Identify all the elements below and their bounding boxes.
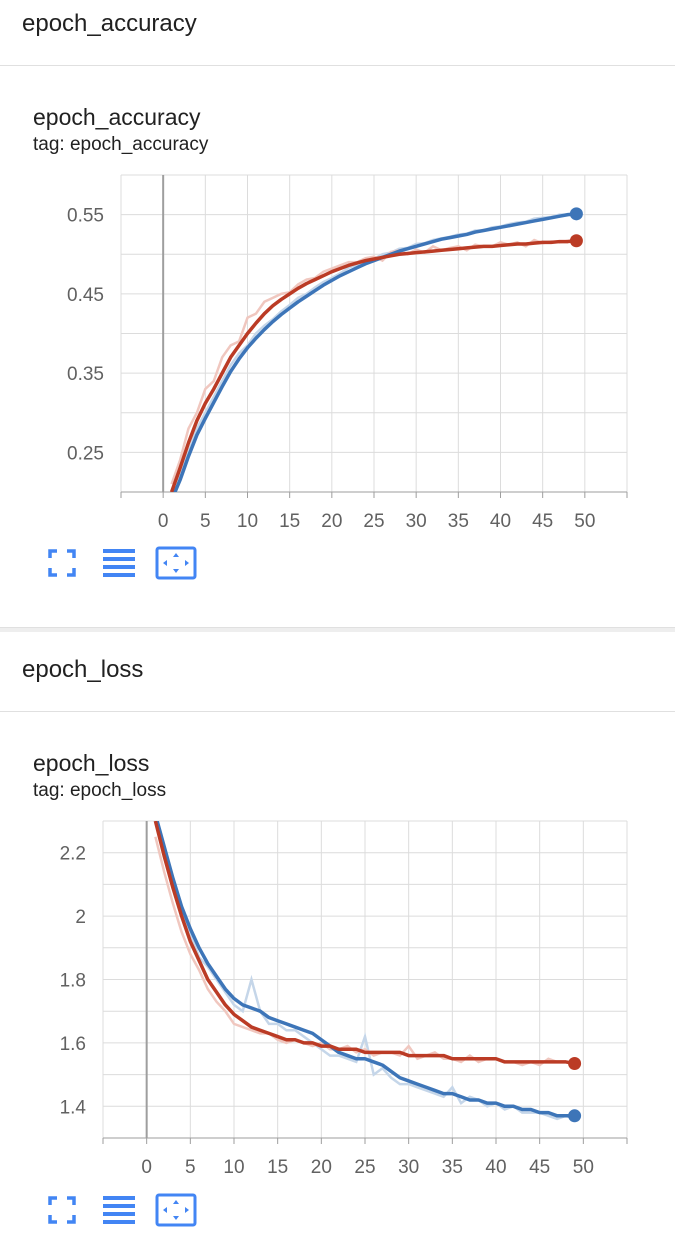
fullscreen-icon (48, 1196, 76, 1224)
x-tick-label: 45 (532, 511, 553, 532)
y-tick-label: 1.8 (60, 971, 86, 992)
x-tick-label: 0 (141, 1157, 152, 1178)
fullscreen-button[interactable] (48, 1196, 76, 1224)
x-tick-label: 25 (354, 1157, 375, 1178)
divider (0, 711, 675, 712)
fullscreen-icon (48, 549, 76, 577)
fit-domain-button[interactable] (155, 546, 197, 580)
x-tick-label: 25 (363, 511, 384, 532)
y-tick-label: 0.35 (67, 364, 104, 385)
loss-chart[interactable]: 0 5 10 15 20 25 30 35 40 45 50 1.4 1.6 1.8 2 2.2 (0, 811, 675, 1181)
card-title: epoch_accuracy (33, 104, 201, 130)
y-tick-label: 0.45 (67, 285, 104, 306)
y-tick-label: 0.25 (67, 443, 104, 464)
fit-domain-button[interactable] (155, 1193, 197, 1227)
toggle-log-scale-icon (103, 1196, 135, 1224)
series-line (153, 821, 575, 1066)
x-tick-label: 30 (406, 511, 427, 532)
plot-area (169, 211, 577, 492)
y-tick-label: 1.4 (60, 1097, 87, 1118)
x-tick-label: 30 (398, 1157, 419, 1178)
x-tick-label: 15 (267, 1157, 288, 1178)
x-tick-label: 40 (490, 511, 511, 532)
x-tick-label: 40 (485, 1157, 506, 1178)
accuracy-chart[interactable]: 0 5 10 15 20 25 30 35 40 45 50 0.25 0.35 0.45 0.55 (0, 165, 675, 535)
section-header-title: epoch_accuracy (22, 10, 197, 37)
x-tick-label: 35 (448, 511, 469, 532)
fullscreen-button[interactable] (48, 549, 76, 577)
fit-domain-icon (155, 1193, 197, 1227)
y-tick-label: 2.2 (60, 844, 86, 865)
series-end-point (568, 1109, 582, 1123)
y-tick-label: 2 (75, 907, 86, 928)
divider (0, 65, 675, 66)
series-raw-line (154, 821, 576, 1121)
card-title: epoch_loss (33, 750, 150, 776)
x-tick-label: 45 (529, 1157, 550, 1178)
x-tick-label: 5 (185, 1157, 196, 1178)
x-tick-label: 20 (311, 1157, 332, 1178)
x-tick-label: 10 (237, 511, 258, 532)
x-tick-label: 50 (573, 1157, 594, 1178)
x-tick-label: 20 (321, 511, 342, 532)
y-tick-label: 1.6 (60, 1034, 86, 1055)
y-tick-label: 0.55 (67, 206, 104, 227)
plot-area (153, 821, 576, 1121)
x-tick-label: 35 (442, 1157, 463, 1178)
series-line (169, 239, 577, 492)
series-line (155, 821, 575, 1118)
x-tick-label: 5 (200, 511, 211, 532)
series-end-point (569, 234, 583, 248)
x-tick-label: 0 (158, 511, 169, 532)
grid (102, 820, 628, 1139)
section-divider (0, 627, 675, 632)
grid (120, 174, 628, 493)
fit-domain-icon (155, 546, 197, 580)
x-tick-label: 15 (279, 511, 300, 532)
toggle-log-scale-button[interactable] (102, 548, 136, 578)
section-header-title: epoch_loss (22, 656, 144, 683)
card-tag: tag: epoch_loss (33, 780, 167, 801)
series-end-point (569, 207, 583, 221)
toggle-log-scale-button[interactable] (102, 1195, 136, 1225)
x-tick-label: 50 (574, 511, 595, 532)
card-tag: tag: epoch_accuracy (33, 134, 209, 155)
toggle-log-scale-icon (103, 549, 135, 577)
x-tick-label: 10 (223, 1157, 244, 1178)
series-end-point (568, 1057, 582, 1071)
